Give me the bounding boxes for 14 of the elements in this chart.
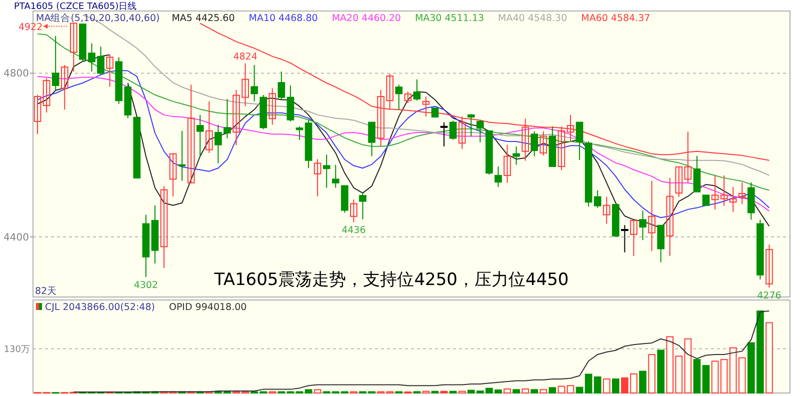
annotation: TA1605震荡走势，支持位4250，压力位4450 [213, 270, 569, 290]
chart-title: PTA1605 (CZCE TA605)日线 [14, 1, 137, 12]
annotation: 4922 [18, 22, 43, 33]
legend: CJL 2043866.00(52:48) OPID 994018.00 [36, 302, 247, 313]
annotation: 4302 [134, 280, 158, 291]
legend-label: CJL 2043866.00(52:48) [45, 302, 155, 313]
y-tick-label: 4400 [4, 232, 29, 244]
annotation: 4276 [757, 290, 782, 302]
y-tick-label: 4800 [4, 68, 29, 80]
ref-line-label: 130万 [4, 345, 30, 356]
annotation: 4824 [233, 51, 258, 62]
legend: MA组合(5,10,20,30,40,60) MA5 4425.60 MA10 4468.80 MA20 4460.20 MA30 4511.13 MA40 4548.30 MA60 4584.37 [36, 13, 650, 24]
annotation: 4436 [342, 225, 366, 236]
annotation: 82天 [35, 286, 58, 297]
